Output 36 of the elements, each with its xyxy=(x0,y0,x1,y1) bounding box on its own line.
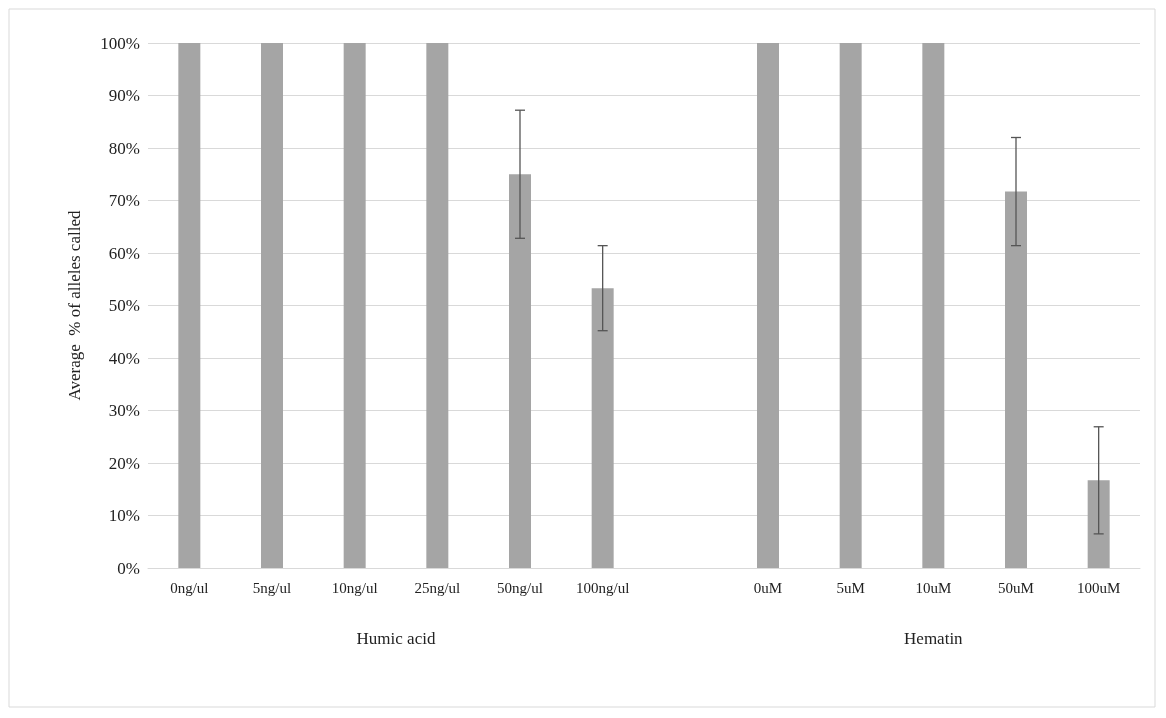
x-tick-label: 10uM xyxy=(915,579,952,596)
bar xyxy=(426,43,449,568)
y-tick-label: 70% xyxy=(108,191,140,210)
bar xyxy=(922,43,945,568)
x-tick-label: 25ng/ul xyxy=(414,579,461,596)
y-tick-label: 90% xyxy=(108,86,140,105)
y-tick-label: 50% xyxy=(108,296,140,315)
bar xyxy=(261,43,283,568)
bar xyxy=(591,288,614,568)
y-tick-label: 80% xyxy=(108,138,140,158)
x-tick-label: 0ng/ul xyxy=(170,579,209,596)
y-tick-label: 20% xyxy=(108,453,140,473)
y-tick-label: 0% xyxy=(117,558,140,578)
bar xyxy=(839,43,862,568)
y-tick-label: 60% xyxy=(108,243,140,263)
y-tick-label: 40% xyxy=(108,348,140,368)
x-tick-label: 5ng/ul xyxy=(252,579,292,596)
bar xyxy=(178,43,201,568)
bar xyxy=(343,43,366,568)
x-tick-label: 0uM xyxy=(753,579,783,596)
x-tick-label: 100ng/ul xyxy=(575,579,630,596)
x-tick-label: 10ng/ul xyxy=(331,579,378,596)
x-tick-label: 50uM xyxy=(998,579,1034,596)
x-tick-label: 5uM xyxy=(836,579,865,596)
text: Humic acid xyxy=(356,628,436,648)
bar xyxy=(509,174,531,568)
bar xyxy=(757,43,779,568)
x-tick-label: 50ng/ul xyxy=(497,579,543,596)
y-tick-label: 100% xyxy=(100,33,140,53)
y-tick-label: 10% xyxy=(108,506,140,525)
y-axis-title: Average % of alleles called xyxy=(65,210,84,401)
x-tick-label: 100uM xyxy=(1076,579,1121,596)
bar xyxy=(1005,191,1027,568)
y-tick-label: 30% xyxy=(108,401,140,420)
text: Hematin xyxy=(904,628,964,648)
bar xyxy=(1087,480,1110,568)
